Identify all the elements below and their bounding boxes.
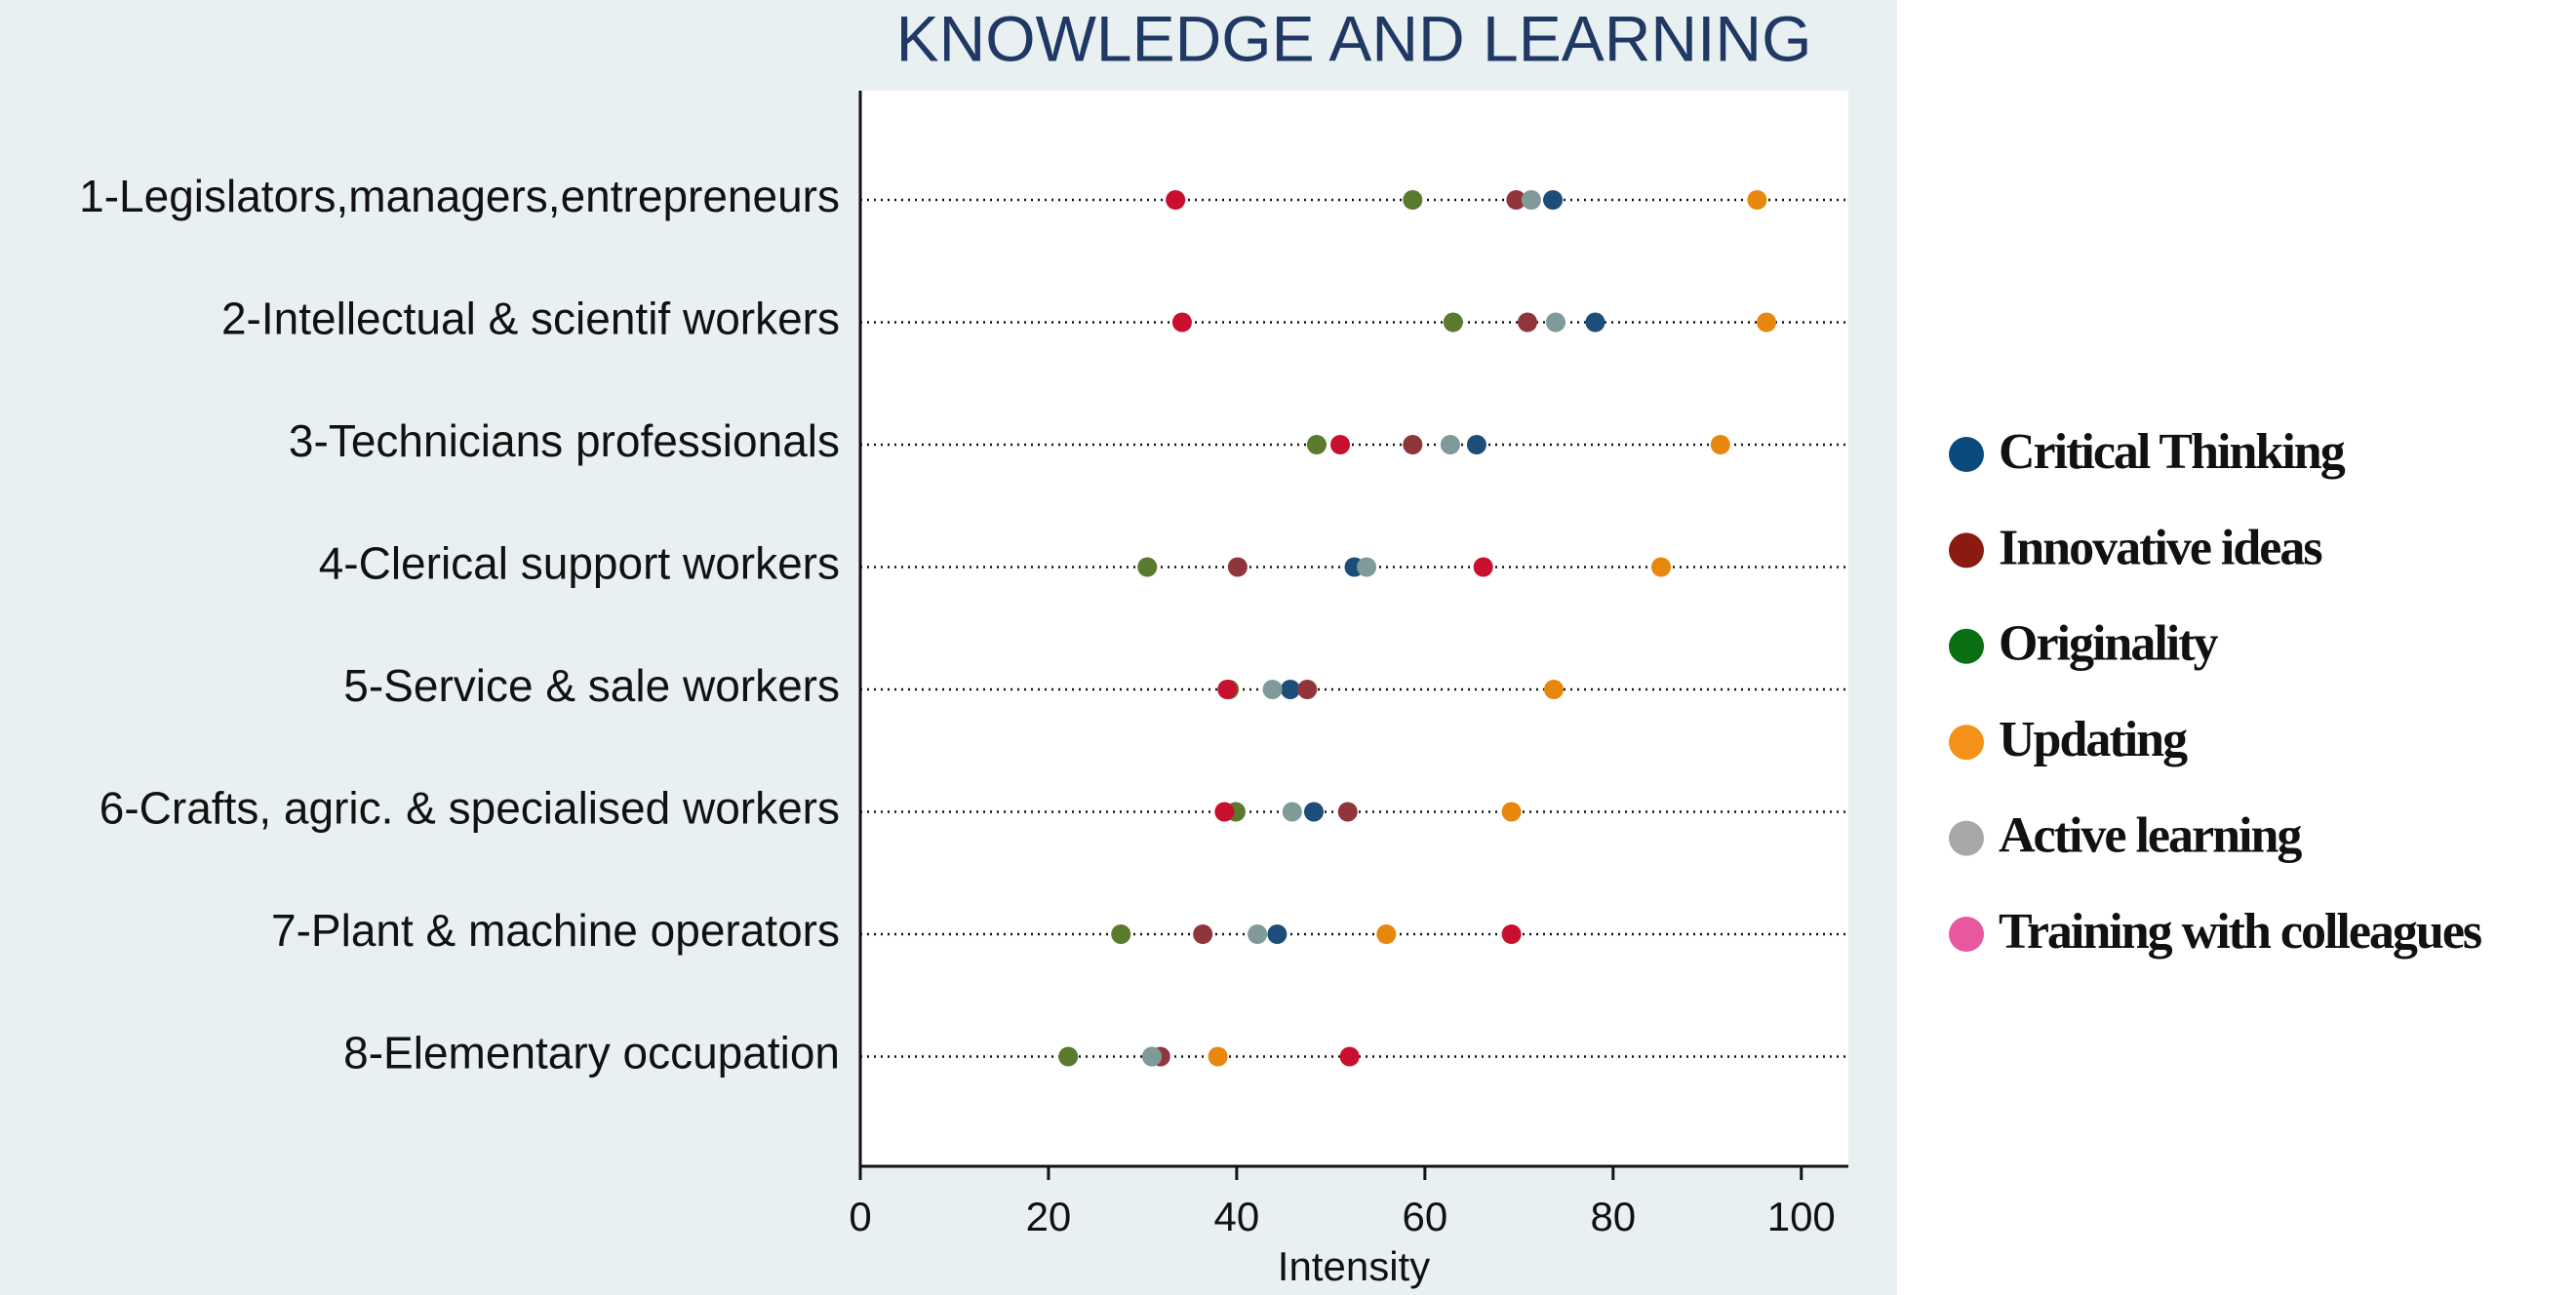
y-tick-label: 2-Intellectual & scientif workers — [221, 294, 840, 344]
y-tick-label: 1-Legislators,managers,entrepreneurs — [79, 171, 840, 221]
dot — [1545, 312, 1565, 333]
dot — [1142, 1046, 1163, 1067]
dot — [1248, 924, 1268, 944]
legend-label: Updating — [1999, 712, 2188, 767]
dot — [1297, 680, 1318, 699]
dot — [1304, 802, 1325, 822]
y-tick-label: 3-Technicians professionals — [289, 415, 840, 466]
dot — [1501, 802, 1522, 822]
dot — [1403, 435, 1423, 454]
legend-swatch — [1949, 628, 1984, 664]
dot — [1757, 312, 1777, 333]
legend-swatch — [1949, 917, 1984, 952]
dot — [1330, 435, 1351, 454]
y-tick-label: 6-Crafts, agric. & specialised workers — [99, 783, 840, 834]
dot — [1339, 1046, 1360, 1067]
dot — [1280, 680, 1300, 699]
dot — [1466, 435, 1486, 454]
legend-label: Innovative ideas — [1999, 520, 2321, 575]
dot — [1585, 312, 1605, 333]
dot — [1543, 190, 1564, 210]
x-tick-label: 40 — [1214, 1194, 1260, 1239]
dot — [1376, 924, 1397, 944]
dot — [1337, 802, 1358, 822]
dot — [1521, 190, 1541, 210]
x-tick-label: 60 — [1402, 1194, 1447, 1239]
legend-label: Critical Thinking — [1999, 424, 2346, 480]
dot — [1208, 1046, 1228, 1067]
plot-area — [860, 91, 1848, 1166]
x-tick-label: 100 — [1767, 1194, 1836, 1239]
legend-swatch — [1949, 437, 1984, 472]
dot — [1111, 924, 1131, 944]
dot — [1747, 190, 1767, 210]
x-tick-label: 80 — [1590, 1194, 1636, 1239]
y-tick-label: 7-Plant & machine operators — [271, 905, 840, 956]
y-tick-label: 8-Elementary occupation — [343, 1028, 840, 1079]
dot — [1544, 680, 1565, 699]
y-tick-label: 4-Clerical support workers — [319, 538, 840, 589]
dot — [1227, 557, 1248, 577]
dot — [1518, 312, 1538, 333]
dot — [1262, 680, 1283, 699]
chart-title: KNOWLEDGE AND LEARNING — [896, 2, 1812, 74]
dot — [1443, 312, 1463, 333]
legend-swatch — [1949, 725, 1984, 761]
dot — [1357, 557, 1377, 577]
dot — [1193, 924, 1213, 944]
legend-swatch — [1949, 820, 1984, 856]
dot — [1501, 924, 1522, 944]
dot — [1267, 924, 1288, 944]
y-tick-label: 5-Service & sale workers — [343, 660, 840, 711]
dot — [1166, 190, 1186, 210]
x-tick-label: 20 — [1026, 1194, 1072, 1239]
legend-label: Originality — [1999, 616, 2219, 672]
x-axis-title: Intensity — [1278, 1243, 1430, 1289]
dot — [1306, 435, 1327, 454]
dot — [1137, 557, 1158, 577]
dot — [1282, 802, 1302, 822]
dot — [1651, 557, 1672, 577]
legend-swatch — [1949, 532, 1984, 569]
dot — [1217, 680, 1238, 699]
dot — [1403, 190, 1423, 210]
dot — [1440, 435, 1460, 454]
dot — [1171, 312, 1192, 333]
x-tick-label: 0 — [849, 1194, 871, 1239]
dot — [1506, 190, 1526, 210]
legend-label: Training with colleagues — [1999, 904, 2481, 960]
dot — [1710, 435, 1730, 454]
dot — [1473, 557, 1493, 577]
legend-label: Active learning — [1999, 808, 2302, 864]
dot — [1214, 802, 1235, 822]
dot — [1058, 1046, 1079, 1067]
